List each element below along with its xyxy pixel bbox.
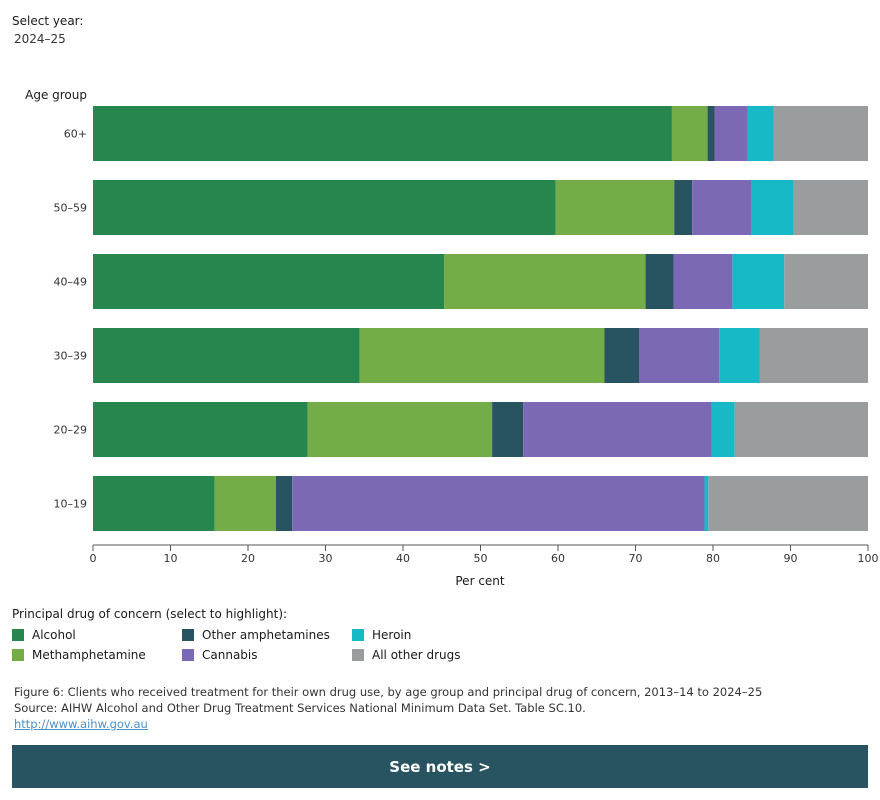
category-label: 60+ (64, 128, 87, 141)
see-notes-button[interactable]: See notes > (12, 745, 868, 788)
bar-segment-alcohol[interactable] (93, 180, 556, 235)
legend-swatch (182, 629, 194, 641)
bar-segment-heroin[interactable] (732, 254, 785, 309)
bar-segment-other-amphetamines[interactable] (492, 402, 524, 457)
legend-label: Methamphetamine (32, 648, 146, 662)
x-tick-label: 10 (164, 552, 178, 565)
bar-segment-all-other-drugs[interactable] (708, 476, 868, 531)
bar-segment-alcohol[interactable] (93, 328, 360, 383)
bar-segment-alcohol[interactable] (93, 402, 308, 457)
bar-segment-cannabis[interactable] (714, 106, 748, 161)
bar-segment-methamphetamine[interactable] (444, 254, 646, 309)
legend-swatch (352, 649, 364, 661)
bar-segment-cannabis[interactable] (523, 402, 712, 457)
legend-label: Heroin (372, 628, 412, 642)
bar-segment-cannabis[interactable] (673, 254, 733, 309)
x-tick-label: 40 (396, 552, 410, 565)
legend-swatch (182, 649, 194, 661)
bar-segment-alcohol[interactable] (93, 476, 215, 531)
figure-title: Figure 6: Clients who received treatment… (14, 685, 763, 699)
x-tick-label: 20 (241, 552, 255, 565)
x-tick-label: 70 (629, 552, 643, 565)
bar-segment-all-other-drugs[interactable] (759, 328, 869, 383)
legend-item-heroin[interactable]: Heroin (352, 627, 522, 643)
legend-label: Alcohol (32, 628, 76, 642)
source-link[interactable]: http://www.aihw.gov.au (14, 717, 148, 731)
bar-segment-all-other-drugs[interactable] (734, 402, 868, 457)
legend-swatch (12, 629, 24, 641)
bar-segment-other-amphetamines[interactable] (674, 180, 693, 235)
legend-item-cannabis[interactable]: Cannabis (182, 647, 352, 663)
bar-segment-cannabis[interactable] (292, 476, 705, 531)
bar-segment-alcohol[interactable] (93, 254, 445, 309)
bar-segment-heroin[interactable] (711, 402, 735, 457)
x-tick-label: 30 (319, 552, 333, 565)
legend-title: Principal drug of concern (select to hig… (12, 607, 288, 621)
legend-items: Alcohol Other amphetamines Heroin Metham… (12, 627, 612, 663)
legend-swatch (12, 649, 24, 661)
bar-segment-heroin[interactable] (750, 180, 794, 235)
x-axis-title: Per cent (455, 574, 505, 588)
x-tick-label: 100 (858, 552, 879, 565)
bar-segment-other-amphetamines[interactable] (604, 328, 640, 383)
bar-segment-cannabis[interactable] (639, 328, 720, 383)
bar-segment-alcohol[interactable] (93, 106, 672, 161)
category-label: 10–19 (54, 498, 88, 511)
category-label: 40–49 (54, 276, 88, 289)
bar-segment-other-amphetamines[interactable] (275, 476, 293, 531)
x-tick-label: 90 (784, 552, 798, 565)
legend-item-all-other-drugs[interactable]: All other drugs (352, 647, 522, 663)
bar-segment-other-amphetamines[interactable] (707, 106, 715, 161)
bar-segment-all-other-drugs[interactable] (793, 180, 868, 235)
x-axis-ticks: 0 10 20 30 40 50 60 70 80 90 100 (90, 545, 879, 565)
category-labels: 60+ 50–59 40–49 30–39 20–29 10–19 (54, 128, 88, 511)
legend-label: Cannabis (202, 648, 258, 662)
category-label: 50–59 (54, 202, 88, 215)
bar-segment-heroin[interactable] (704, 476, 709, 531)
legend-item-methamphetamine[interactable]: Methamphetamine (12, 647, 182, 663)
x-tick-label: 80 (706, 552, 720, 565)
legend-swatch (352, 629, 364, 641)
legend: Principal drug of concern (select to hig… (12, 607, 612, 663)
legend-label: All other drugs (372, 648, 461, 662)
bar-segment-all-other-drugs[interactable] (784, 254, 868, 309)
category-label: 30–39 (54, 350, 88, 363)
bar-segment-methamphetamine[interactable] (359, 328, 605, 383)
legend-item-other-amphetamines[interactable]: Other amphetamines (182, 627, 352, 643)
x-tick-label: 50 (474, 552, 488, 565)
bar-segment-methamphetamine[interactable] (307, 402, 493, 457)
legend-item-alcohol[interactable]: Alcohol (12, 627, 182, 643)
figure-source: Source: AIHW Alcohol and Other Drug Trea… (14, 701, 586, 715)
x-tick-label: 60 (551, 552, 565, 565)
legend-label: Other amphetamines (202, 628, 330, 642)
category-label: 20–29 (54, 424, 88, 437)
bar-segment-methamphetamine[interactable] (214, 476, 276, 531)
bar-segment-cannabis[interactable] (692, 180, 751, 235)
figure-caption: Figure 6: Clients who received treatment… (14, 684, 762, 732)
y-axis-title: Age group (25, 88, 87, 102)
bar-segment-other-amphetamines[interactable] (645, 254, 674, 309)
year-selector[interactable]: 2024–25 (14, 32, 66, 46)
x-tick-label: 0 (90, 552, 97, 565)
bar-segment-all-other-drugs[interactable] (773, 106, 868, 161)
bar-segment-heroin[interactable] (719, 328, 760, 383)
stacked-bar-chart: Age group 60+ 50–59 40–49 30–39 20–29 10–19 0… (25, 88, 879, 588)
bar-segment-methamphetamine[interactable] (555, 180, 675, 235)
bar-segment-methamphetamine[interactable] (671, 106, 708, 161)
year-selector-label: Select year: (12, 14, 84, 28)
bar-segment-heroin[interactable] (747, 106, 774, 161)
bars-layer (93, 106, 868, 531)
